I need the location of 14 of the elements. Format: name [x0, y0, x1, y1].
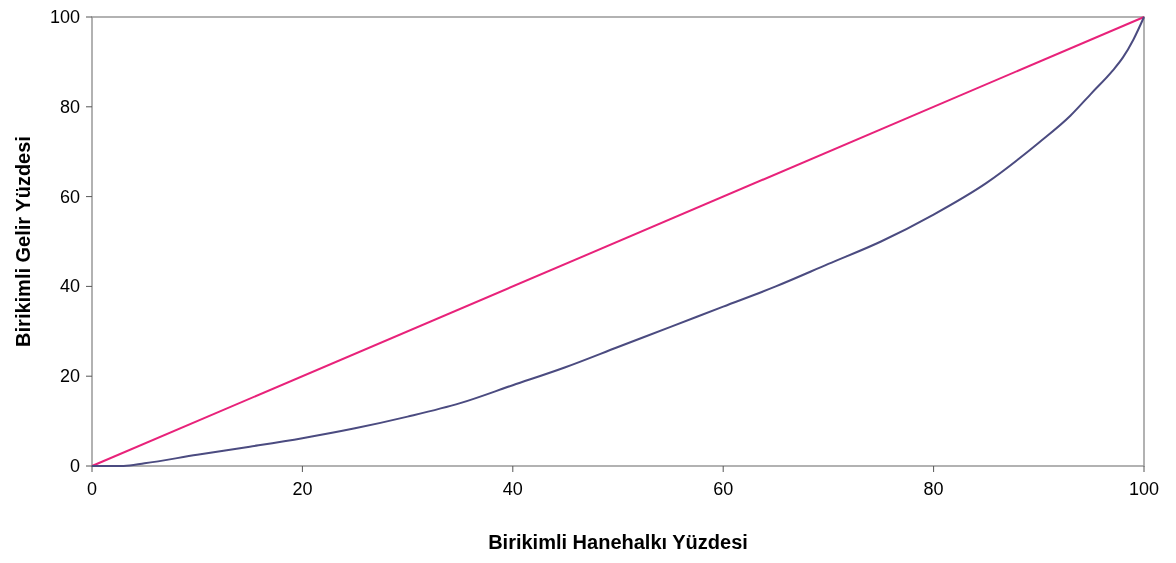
y-tick-label: 0: [69, 456, 80, 476]
x-tick-label: 0: [86, 479, 98, 499]
x-tick-label: 40: [502, 479, 523, 499]
x-tick-label: 80: [923, 479, 944, 499]
y-tick-label: 40: [59, 276, 80, 297]
y-tick-label: 20: [59, 366, 80, 387]
x-tick-label: 20: [292, 479, 313, 499]
y-tick-label: 60: [59, 186, 80, 207]
y-tick-label: 100: [49, 7, 80, 27]
y-axis-title: Birikimli Gelir Yüzdesi: [12, 136, 34, 347]
x-tick-label: 60: [713, 479, 734, 499]
x-tick-label: 100: [1128, 479, 1160, 499]
x-axis-title: Birikimli Hanehalkı Yüzdesi: [488, 531, 748, 553]
y-tick-label: 80: [59, 96, 80, 117]
